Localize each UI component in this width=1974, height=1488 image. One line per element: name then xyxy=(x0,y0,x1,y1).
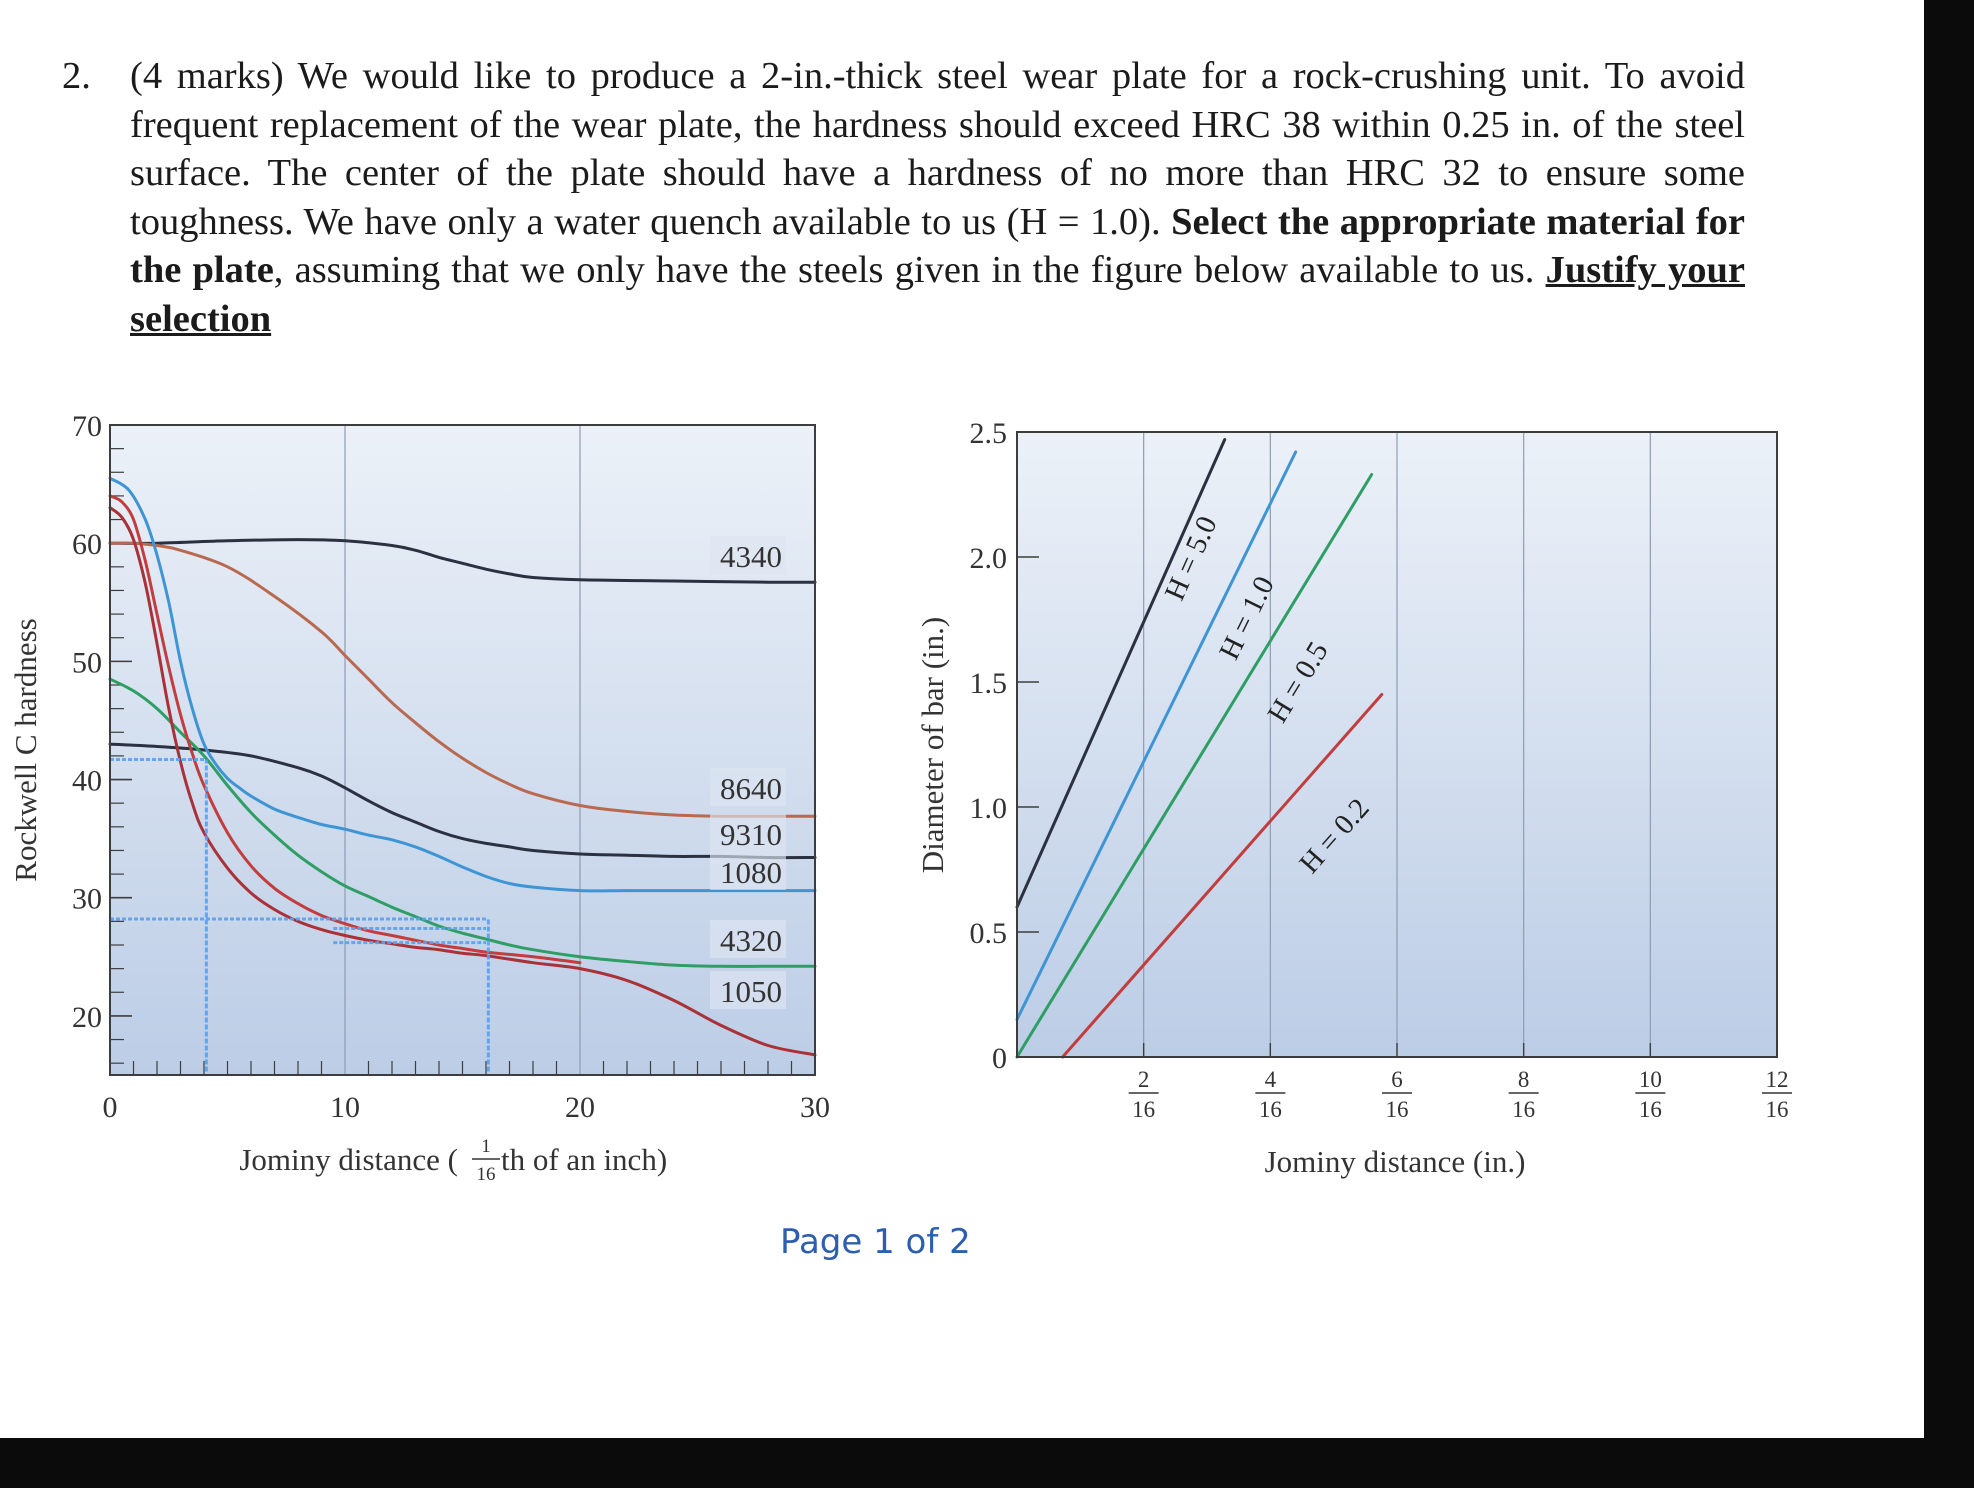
chart1-curve-8640 xyxy=(108,541,817,818)
chart1-x-tick-label: 0 xyxy=(103,1091,118,1124)
chart1-y-tick-label: 40 xyxy=(72,765,102,798)
chart1-y-tick-label: 50 xyxy=(72,646,102,679)
chart2-line-h-0-5 xyxy=(1015,473,1374,1059)
chart2-y-tick-label: 2.5 xyxy=(970,417,1008,450)
chart2-line-h-1-0 xyxy=(1015,450,1298,1021)
chart2-x-tick-den: 16 xyxy=(1259,1097,1282,1122)
chart1-x-axis-label-post: th of an inch) xyxy=(501,1142,667,1177)
chart1-x-tick-label: 20 xyxy=(565,1091,595,1124)
question-justify-instruction: Justify your selection xyxy=(130,249,1746,340)
chart2-y-axis-label: Diameter of bar (in.) xyxy=(915,617,950,874)
chart2-x-tick-den: 16 xyxy=(1386,1097,1409,1122)
chart1-curve-4320 xyxy=(108,677,817,968)
chart1-label-bg xyxy=(710,814,786,852)
chart1-series-label-9310: 9310 xyxy=(720,817,782,852)
chart1-y-tick-label: 70 xyxy=(72,410,102,443)
chart2-y-tick-label: 1.0 xyxy=(970,792,1008,825)
chart1-series-label-1050: 1050 xyxy=(720,974,782,1009)
chart2-y-tick-label: 0 xyxy=(992,1042,1007,1075)
chart2-line-h-5-0 xyxy=(1015,438,1227,909)
chart1-y-tick-label: 60 xyxy=(72,528,102,561)
chart1-y-tick-label: 30 xyxy=(72,883,102,916)
chart2-x-tick-den: 16 xyxy=(1766,1097,1789,1122)
chart2-x-axis-label: Jominy distance (in.) xyxy=(1265,1144,1526,1179)
chart1-curve-1080 xyxy=(108,476,817,893)
chart2-x-tick-den: 16 xyxy=(1512,1097,1535,1122)
chart1-y-tick-label: 20 xyxy=(72,1001,102,1034)
chart1-label-bg xyxy=(710,852,786,890)
chart2-line-h-0-2 xyxy=(1061,693,1384,1059)
chart1-x-axis-label-frac-num: 1 xyxy=(481,1136,491,1157)
chart2-y-tick-label: 0.5 xyxy=(970,917,1008,950)
chart1-series-label-4320: 4320 xyxy=(720,923,782,958)
chart1-curve-unlabeled-6 xyxy=(108,494,582,965)
chart1-series-label-1080: 1080 xyxy=(720,855,782,890)
chart1-curve-4340 xyxy=(108,538,817,584)
chart1-curve-9310 xyxy=(108,742,817,860)
question-marks: (4 marks) xyxy=(130,55,284,97)
chart2-x-tick-num: 10 xyxy=(1639,1067,1662,1092)
question-text-part-1: We would like to produce a 2-in.-thick s… xyxy=(130,55,1745,243)
bar-diameter-chart: 00.51.01.52.02.5H = 5.0H = 1.0H = 0.5H =… xyxy=(915,417,1792,1179)
chart1-y-axis-label: Rockwell C hardness xyxy=(8,618,43,881)
question-number: 2. xyxy=(62,55,91,97)
chart1-x-axis-label-pre: Jominy distance ( xyxy=(239,1142,458,1177)
chart2-x-tick-num: 2 xyxy=(1138,1067,1150,1092)
chart2-y-tick-label: 1.5 xyxy=(970,667,1008,700)
question-text-part-2: , assuming that we only have the steels … xyxy=(273,249,1546,291)
chart1-curve-1050 xyxy=(108,506,817,1057)
chart1-label-bg xyxy=(710,971,786,1009)
chart2-x-tick-num: 8 xyxy=(1518,1067,1530,1092)
chart1-label-bg xyxy=(710,920,786,958)
question-bold-instruction: Select the appropriate material for the … xyxy=(130,200,1745,292)
chart1-label-bg xyxy=(710,768,786,806)
chart1-x-axis-label-frac-den: 16 xyxy=(477,1164,496,1185)
page-footer: Page 1 of 2 xyxy=(780,1222,971,1262)
chart2-x-tick-num: 4 xyxy=(1265,1067,1277,1092)
chart1-label-bg xyxy=(710,536,786,574)
question-text: (4 marks) We would like to produce a 2-i… xyxy=(130,52,1745,343)
chart1-series-label-8640: 8640 xyxy=(720,771,782,806)
chart2-x-tick-num: 6 xyxy=(1391,1067,1403,1092)
chart1-x-tick-label: 30 xyxy=(800,1091,830,1124)
chart1-x-tick-label: 10 xyxy=(330,1091,360,1124)
chart2-x-tick-den: 16 xyxy=(1639,1097,1662,1122)
chart1-series-label-4340: 4340 xyxy=(720,539,782,574)
chart2-x-tick-num: 12 xyxy=(1766,1067,1789,1092)
chart2-x-tick-den: 16 xyxy=(1132,1097,1155,1122)
chart1-frame xyxy=(109,424,816,1076)
chart2-y-tick-label: 2.0 xyxy=(970,542,1008,575)
